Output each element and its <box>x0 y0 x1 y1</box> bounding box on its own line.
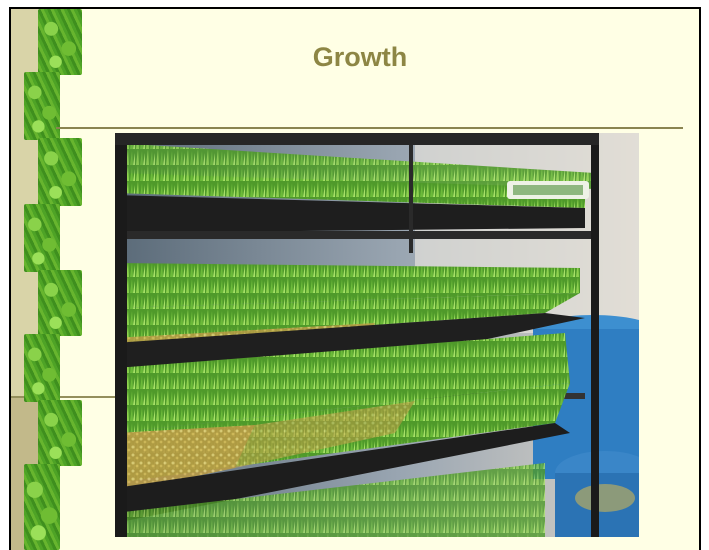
frame-top <box>0 0 709 7</box>
grass-trays-photo <box>115 133 639 537</box>
grass-tile-2 <box>24 72 60 140</box>
grass-tile-1 <box>38 9 82 75</box>
grass-tile-7 <box>38 400 82 466</box>
slide-border-left <box>9 7 11 550</box>
slide-border-right <box>699 7 701 550</box>
title-rule <box>56 127 683 129</box>
grass-tile-3 <box>38 138 82 206</box>
grass-tile-6 <box>24 334 60 402</box>
grass-tile-8 <box>24 464 60 550</box>
frame-right <box>700 0 709 550</box>
grass-tile-5 <box>38 270 82 336</box>
grass-tile-4 <box>24 204 60 272</box>
frame-left <box>0 0 9 550</box>
slide-title: Growth <box>312 42 408 72</box>
sidebar-accent-line <box>11 396 115 398</box>
slide-border-top <box>9 7 700 9</box>
